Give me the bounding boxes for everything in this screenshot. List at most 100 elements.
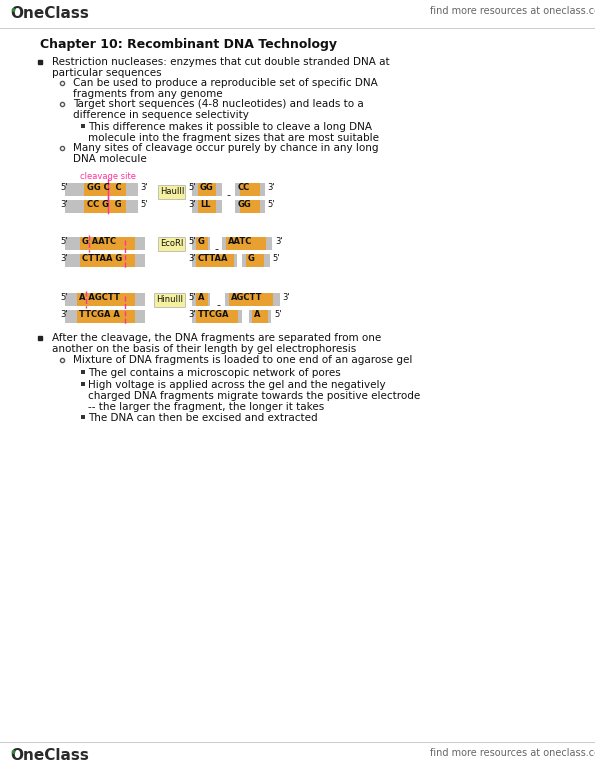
Text: TTCGA A: TTCGA A (79, 310, 120, 319)
Text: cleavage site: cleavage site (80, 172, 136, 181)
Bar (84, 200, 126, 213)
Text: OneClass: OneClass (10, 748, 89, 763)
Text: Can be used to produce a reproducible set of specific DNA: Can be used to produce a reproducible se… (73, 78, 378, 88)
Bar (81, 415, 84, 419)
Text: GG: GG (200, 183, 214, 192)
Text: 5': 5' (60, 293, 67, 302)
Text: OneClass: OneClass (10, 6, 89, 21)
Bar (80, 254, 135, 267)
Text: EcoRI: EcoRI (160, 239, 184, 248)
Bar (192, 293, 210, 306)
Text: G: G (248, 254, 255, 263)
Text: 5': 5' (188, 183, 196, 192)
Text: 3': 3' (60, 254, 68, 263)
Text: 5': 5' (140, 200, 148, 209)
Text: TTCGA: TTCGA (198, 310, 230, 319)
Text: 3': 3' (188, 310, 196, 319)
Text: 5': 5' (272, 254, 280, 263)
Text: 5': 5' (60, 237, 67, 246)
Bar (192, 310, 242, 323)
Bar (65, 293, 145, 306)
Bar (242, 254, 270, 267)
Text: HinuIII: HinuIII (156, 295, 183, 304)
Text: -- the larger the fragment, the longer it takes: -- the larger the fragment, the longer i… (88, 402, 324, 412)
Text: 3': 3' (60, 200, 68, 209)
Bar (235, 200, 265, 213)
Text: find more resources at oneclass.com: find more resources at oneclass.com (430, 6, 595, 16)
Text: 3': 3' (282, 293, 290, 302)
Text: 3': 3' (267, 183, 275, 192)
Bar (196, 310, 238, 323)
Text: Many sites of cleavage occur purely by chance in any long: Many sites of cleavage occur purely by c… (73, 143, 378, 153)
Text: fragments from any genome: fragments from any genome (73, 89, 223, 99)
Text: difference in sequence selectivity: difference in sequence selectivity (73, 110, 249, 120)
Text: GG C  C: GG C C (87, 183, 121, 192)
Text: 5': 5' (274, 310, 281, 319)
Text: 5': 5' (267, 200, 274, 209)
Bar (196, 254, 234, 267)
Bar (229, 293, 273, 306)
Bar (226, 237, 266, 250)
Text: 3': 3' (188, 254, 196, 263)
Bar (235, 183, 265, 196)
Text: charged DNA fragments migrate towards the positive electrode: charged DNA fragments migrate towards th… (88, 391, 420, 401)
Bar (77, 310, 135, 323)
Text: -: - (216, 300, 220, 310)
Circle shape (12, 8, 15, 12)
Text: The DNA can then be excised and extracted: The DNA can then be excised and extracte… (88, 413, 318, 423)
Text: another on the basis of their length by gel electrophoresis: another on the basis of their length by … (52, 344, 356, 354)
Text: find more resources at oneclass.com: find more resources at oneclass.com (430, 748, 595, 758)
Text: 3': 3' (140, 183, 148, 192)
Text: CTTAA: CTTAA (198, 254, 228, 263)
Text: particular sequences: particular sequences (52, 68, 162, 78)
Text: A AGCTT: A AGCTT (79, 293, 120, 302)
Text: -: - (214, 244, 218, 254)
Bar (198, 200, 216, 213)
Bar (81, 382, 84, 386)
Text: After the cleavage, the DNA fragments are separated from one: After the cleavage, the DNA fragments ar… (52, 333, 381, 343)
Text: Chapter 10: Recombinant DNA Technology: Chapter 10: Recombinant DNA Technology (40, 38, 337, 51)
Circle shape (12, 751, 15, 753)
Text: AATC: AATC (228, 237, 252, 246)
Bar (65, 254, 145, 267)
Text: DNA molecule: DNA molecule (73, 154, 147, 164)
Text: molecule into the fragment sizes that are most suitable: molecule into the fragment sizes that ar… (88, 133, 379, 143)
Text: 3': 3' (188, 200, 196, 209)
Text: The gel contains a microscopic network of pores: The gel contains a microscopic network o… (88, 368, 341, 378)
Text: G AATC: G AATC (82, 237, 116, 246)
Text: CC G  G: CC G G (87, 200, 121, 209)
Text: 3': 3' (275, 237, 283, 246)
Text: -: - (226, 190, 230, 200)
Bar (80, 237, 135, 250)
Text: 5': 5' (188, 293, 196, 302)
Bar (192, 237, 210, 250)
Text: Restriction nucleases: enzymes that cut double stranded DNA at: Restriction nucleases: enzymes that cut … (52, 57, 390, 67)
Bar (222, 237, 272, 250)
Text: Mixture of DNA fragments is loaded to one end of an agarose gel: Mixture of DNA fragments is loaded to on… (73, 355, 412, 365)
Text: CC: CC (238, 183, 250, 192)
Text: AGCTT: AGCTT (231, 293, 262, 302)
Bar (65, 200, 138, 213)
Bar (81, 124, 84, 128)
Bar (240, 183, 260, 196)
Text: Target short sequences (4-8 nucleotides) and leads to a: Target short sequences (4-8 nucleotides)… (73, 99, 364, 109)
Text: LL: LL (200, 200, 211, 209)
Text: 5': 5' (60, 183, 67, 192)
Bar (192, 183, 222, 196)
Bar (84, 183, 126, 196)
FancyBboxPatch shape (158, 237, 186, 252)
Bar (65, 237, 145, 250)
Text: G: G (198, 237, 205, 246)
Text: 3': 3' (60, 310, 68, 319)
Bar (225, 293, 280, 306)
Bar (159, 186, 185, 199)
Bar (77, 293, 135, 306)
Text: CTTAA G: CTTAA G (82, 254, 122, 263)
FancyBboxPatch shape (158, 186, 186, 199)
Bar (192, 254, 237, 267)
Text: 5': 5' (188, 237, 196, 246)
FancyBboxPatch shape (155, 293, 186, 307)
Text: HauIII: HauIII (160, 187, 184, 196)
Text: High voltage is applied across the gel and the negatively: High voltage is applied across the gel a… (88, 380, 386, 390)
Text: This difference makes it possible to cleave a long DNA: This difference makes it possible to cle… (88, 122, 372, 132)
